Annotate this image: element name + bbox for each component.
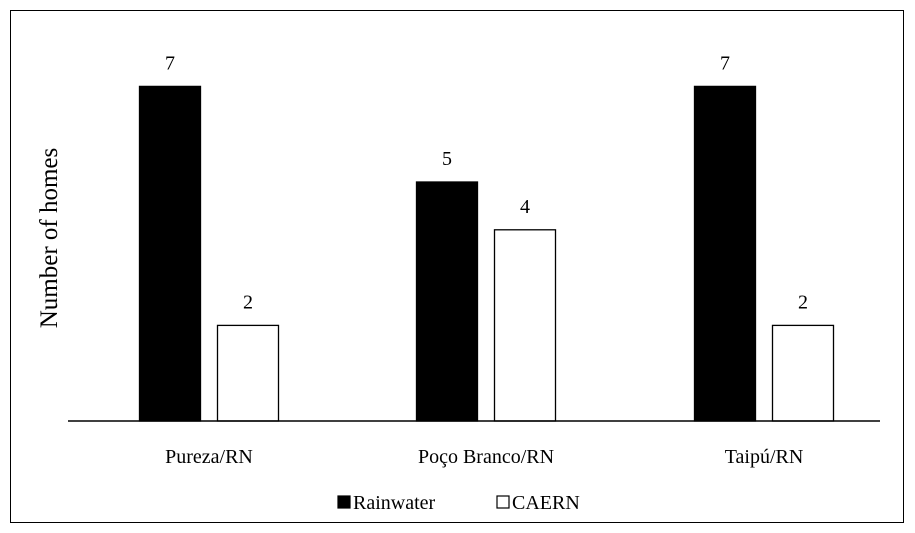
bar-caern-po-o-branco-rn — [493, 229, 557, 422]
y-axis-label: Number of homes — [36, 148, 63, 329]
legend-label-caern: CAERN — [512, 492, 580, 514]
bar-caern-taip-rn — [771, 324, 835, 422]
bar-rainwater-pureza-rn — [138, 85, 202, 422]
data-label-rainwater-taip-rn: 7 — [720, 52, 730, 74]
data-label-caern-po-o-branco-rn: 4 — [520, 196, 530, 218]
legend: Rainwater CAERN — [337, 492, 580, 514]
legend-swatch-rainwater — [337, 495, 351, 509]
x-tick-label-pureza-rn: Pureza/RN — [165, 446, 253, 468]
plot-area: 7 2 5 4 7 2 — [138, 52, 835, 422]
x-tick-labels: Pureza/RN Poço Branco/RN Taipú/RN — [165, 446, 803, 468]
data-label-caern-pureza-rn: 2 — [243, 291, 253, 313]
legend-swatch-caern — [496, 495, 510, 509]
bar-rainwater-po-o-branco-rn — [415, 181, 479, 422]
bar-rainwater-taip-rn — [693, 85, 757, 422]
bar-caern-pureza-rn — [216, 324, 280, 422]
data-label-rainwater-pureza-rn: 7 — [165, 52, 175, 74]
x-tick-label-taip-rn: Taipú/RN — [725, 446, 804, 468]
legend-label-rainwater: Rainwater — [353, 492, 436, 514]
x-tick-label-po-o-branco-rn: Poço Branco/RN — [418, 446, 554, 468]
data-label-caern-taip-rn: 2 — [798, 291, 808, 313]
data-label-rainwater-po-o-branco-rn: 5 — [442, 148, 452, 170]
